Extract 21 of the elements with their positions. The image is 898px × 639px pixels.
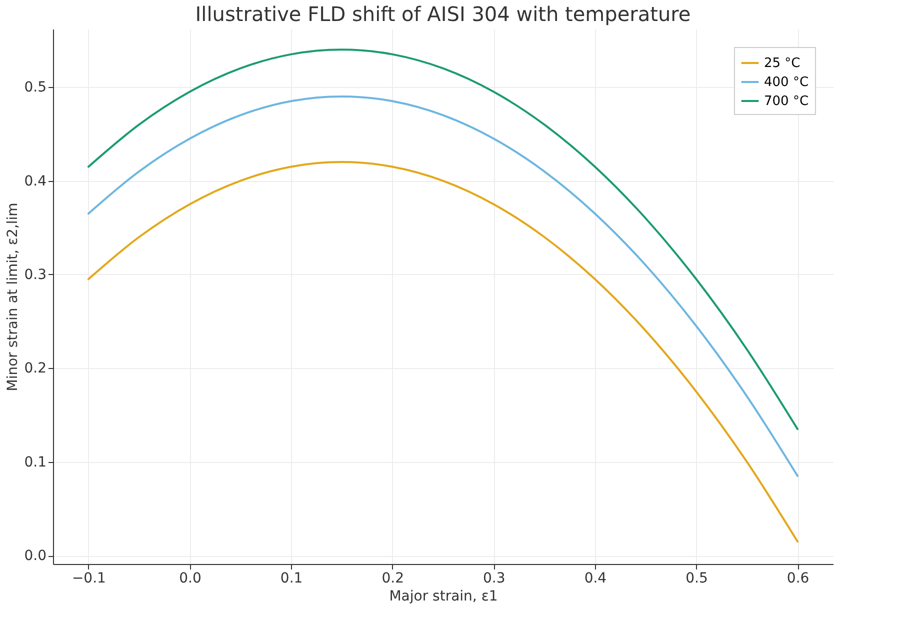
y-tick-label: 0.0 <box>24 548 46 564</box>
x-tick-label: 0.2 <box>382 570 404 586</box>
y-tick-label: 0.5 <box>24 80 46 96</box>
y-tick-label: 0.3 <box>24 266 46 283</box>
legend-label: 25 °C <box>764 56 800 71</box>
x-tick-label: 0.6 <box>786 570 810 586</box>
y-tick-label: 0.1 <box>24 454 46 470</box>
x-tick-label: 0.1 <box>280 570 303 586</box>
y-tick-label: 0.4 <box>24 173 47 190</box>
line-series <box>87 161 799 543</box>
x-tick-label: 0.4 <box>584 570 607 586</box>
legend-label: 700 °C <box>764 94 809 109</box>
y-tick-label: 0.2 <box>24 360 46 377</box>
chart-title: Illustrative FLD shift of AISI 304 with temperature <box>195 2 691 26</box>
x-tick-label: −0.1 <box>72 570 106 586</box>
y-axis-title: Minor strain at limit, ε2,lim <box>5 202 22 392</box>
legend-label: 400 °C <box>764 75 809 90</box>
x-tick-label: 0.5 <box>686 570 708 586</box>
x-axis-title: Major strain, ε1 <box>389 588 498 604</box>
x-tick-label: 0.3 <box>483 570 506 586</box>
x-tick-label: 0.0 <box>179 570 202 586</box>
